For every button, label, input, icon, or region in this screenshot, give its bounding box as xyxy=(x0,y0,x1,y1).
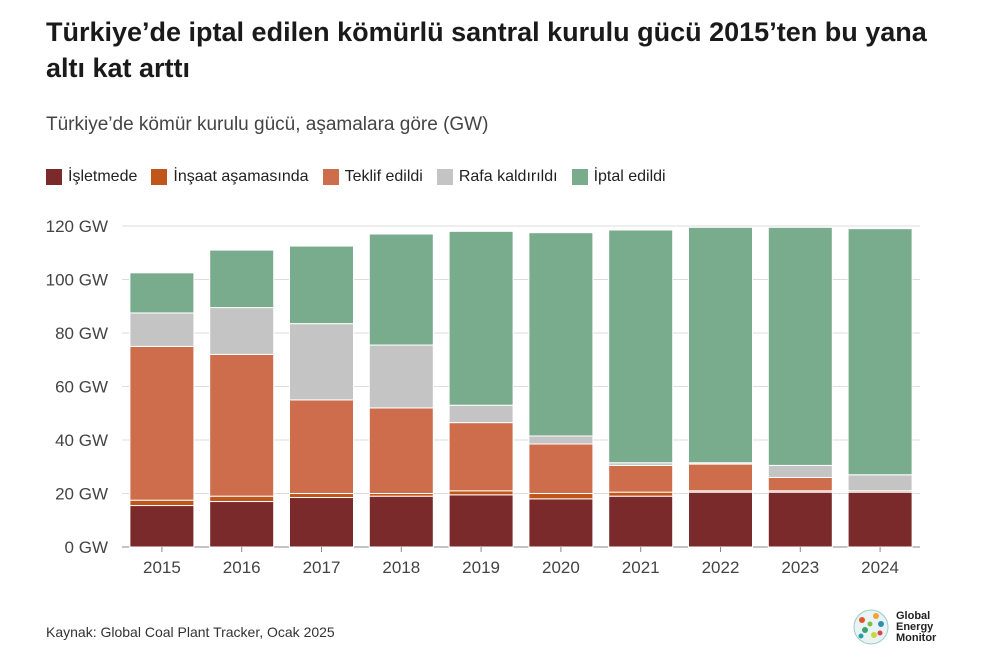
globe-icon xyxy=(853,609,889,645)
logo-line-1: Global xyxy=(896,609,931,622)
x-tick-label-2024: 2024 xyxy=(861,558,899,577)
legend-swatch-rafa xyxy=(436,169,453,185)
bar-teklif-2023 xyxy=(767,476,833,492)
legend-item-insaat: İnşaat aşamasında xyxy=(151,168,309,186)
bar-iptal-2017 xyxy=(289,245,354,325)
legend: İşletmede İnşaat aşamasında Teklif edild… xyxy=(46,168,666,186)
legend-item-teklif: Teklif edildi xyxy=(322,168,423,186)
gem-logo: Global Energy Monitor xyxy=(852,608,936,646)
bar-rafa-2018 xyxy=(368,344,434,409)
bar-insaat-2015 xyxy=(129,499,195,507)
legend-item-iptal: İptal edildi xyxy=(571,168,666,186)
bar-isletmede-2017 xyxy=(289,497,354,548)
chart-subtitle: Türkiye’de kömür kurulu gücü, aşamalara … xyxy=(46,114,489,135)
bar-iptal-2018 xyxy=(368,233,434,346)
legend-item-rafa: Rafa kaldırıldı xyxy=(436,168,558,186)
bar-iptal-2021 xyxy=(608,229,674,464)
legend-swatch-teklif xyxy=(322,169,339,185)
bar-iptal-2016 xyxy=(209,249,275,309)
x-tick-label-2022: 2022 xyxy=(702,558,740,577)
bar-iptal-2023 xyxy=(767,226,833,466)
bar-isletmede-2015 xyxy=(129,505,195,548)
bar-isletmede-2019 xyxy=(448,494,514,548)
legend-label-teklif: Teklif edildi xyxy=(344,168,423,185)
y-tick-label-120: 120 GW xyxy=(46,217,108,236)
y-tick-label-0: 0 GW xyxy=(65,538,108,557)
y-tick-label-80: 80 GW xyxy=(55,324,108,343)
x-tick-label-2017: 2017 xyxy=(303,558,341,577)
x-tick-label-2018: 2018 xyxy=(382,558,420,577)
bar-rafa-2020 xyxy=(528,435,594,445)
bar-teklif-2017 xyxy=(289,399,354,494)
bar-isletmede-2022 xyxy=(688,491,753,548)
bar-rafa-2024 xyxy=(847,474,913,492)
source-note: Kaynak: Global Coal Plant Tracker, Ocak … xyxy=(46,624,335,640)
bar-iptal-2022 xyxy=(688,226,753,464)
legend-label-isletmede: İşletmede xyxy=(68,168,138,185)
bar-iptal-2019 xyxy=(448,230,514,406)
legend-label-rafa: Rafa kaldırıldı xyxy=(458,168,558,185)
legend-swatch-iptal xyxy=(571,169,588,185)
bar-iptal-2024 xyxy=(847,228,913,476)
bar-isletmede-2018 xyxy=(368,495,434,548)
bar-insaat-2020 xyxy=(528,493,594,500)
bar-isletmede-2024 xyxy=(847,491,913,548)
bar-isletmede-2023 xyxy=(767,491,833,548)
legend-item-isletmede: İşletmede xyxy=(46,168,137,186)
bar-teklif-2021 xyxy=(608,464,674,493)
logo-line-2: Energy xyxy=(896,620,934,633)
x-tick-label-2023: 2023 xyxy=(781,558,819,577)
bar-teklif-2022 xyxy=(688,463,753,492)
bar-rafa-2019 xyxy=(448,404,514,424)
bar-teklif-2015 xyxy=(129,345,195,501)
x-tick-label-2021: 2021 xyxy=(622,558,660,577)
y-tick-label-20: 20 GW xyxy=(55,485,108,504)
x-tick-label-2015: 2015 xyxy=(143,558,181,577)
y-tick-label-100: 100 GW xyxy=(46,271,108,290)
legend-swatch-insaat xyxy=(151,169,168,185)
bar-insaat-2019 xyxy=(448,490,514,496)
bar-teklif-2020 xyxy=(528,443,594,495)
bar-rafa-2016 xyxy=(209,307,275,355)
bar-teklif-2016 xyxy=(209,353,275,497)
bar-insaat-2021 xyxy=(608,491,674,497)
bar-rafa-2015 xyxy=(129,312,195,347)
bar-isletmede-2020 xyxy=(528,498,594,548)
bar-insaat-2016 xyxy=(209,495,275,503)
bar-teklif-2018 xyxy=(368,407,434,494)
y-tick-label-40: 40 GW xyxy=(55,431,108,450)
x-tick-label-2020: 2020 xyxy=(542,558,580,577)
x-tick-label-2019: 2019 xyxy=(462,558,500,577)
logo-line-3: Monitor xyxy=(896,631,937,644)
bar-insaat-2017 xyxy=(289,493,354,499)
bar-teklif-2019 xyxy=(448,422,514,492)
chart-title: Türkiye’de iptal edilen kömürlü santral … xyxy=(46,17,927,83)
x-tick-label-2016: 2016 xyxy=(223,558,261,577)
bar-rafa-2023 xyxy=(767,464,833,478)
bar-iptal-2020 xyxy=(528,232,594,437)
y-tick-label-60: 60 GW xyxy=(55,378,108,397)
bar-isletmede-2016 xyxy=(209,501,275,548)
stacked-bar-chart: 0 GW 20 GW 40 GW 60 GW 80 GW 100 GW 120 GW 2015… xyxy=(46,217,920,577)
bar-rafa-2017 xyxy=(289,323,354,401)
legend-label-insaat: İnşaat aşamasında xyxy=(173,168,309,185)
bar-iptal-2015 xyxy=(129,272,195,314)
legend-swatch-isletmede xyxy=(46,169,62,185)
legend-label-iptal: İptal edildi xyxy=(593,168,666,185)
bar-isletmede-2021 xyxy=(608,495,674,548)
